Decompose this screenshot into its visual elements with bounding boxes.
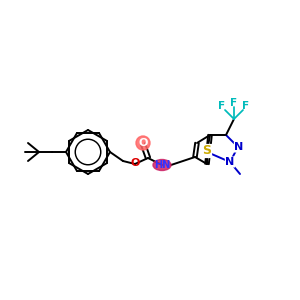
Text: O: O — [130, 158, 140, 168]
Text: N: N — [234, 142, 244, 152]
Text: O: O — [138, 138, 148, 148]
Circle shape — [136, 136, 150, 150]
Ellipse shape — [153, 160, 171, 170]
Text: HN: HN — [154, 160, 170, 170]
Text: F: F — [218, 101, 226, 111]
Text: F: F — [230, 98, 238, 108]
Text: N: N — [225, 157, 235, 167]
Text: S: S — [202, 145, 211, 158]
Text: F: F — [242, 101, 250, 111]
